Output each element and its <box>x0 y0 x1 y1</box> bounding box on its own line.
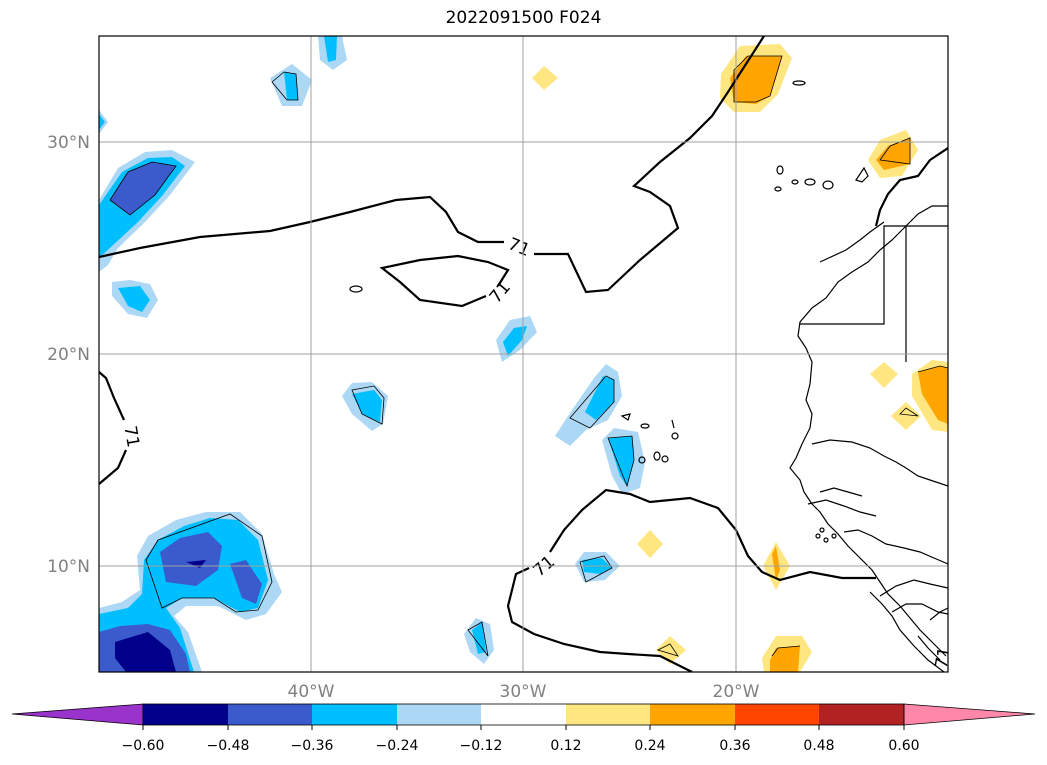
colorbar-over-extension <box>903 703 1036 726</box>
colorbar-bin-1 <box>143 704 228 725</box>
colorbar-bin-9 <box>819 704 904 725</box>
colorbar-ticks <box>142 725 905 730</box>
lat-label-10n: 10°N <box>47 557 90 577</box>
bold-contour-71 <box>99 36 948 672</box>
lat-label-30n: 30°N <box>47 133 90 153</box>
colorbar-bin-3 <box>312 704 397 725</box>
thin-contours <box>109 55 948 657</box>
colorbar-tick-label: −0.48 <box>207 738 250 754</box>
colorbar-bin-5 <box>481 704 566 725</box>
gridlines <box>99 36 948 672</box>
colorbar-bin-7 <box>650 704 735 725</box>
lon-label-40w: 40°W <box>288 682 335 702</box>
colorbar-bin-4 <box>397 704 481 725</box>
map-frame <box>98 35 949 673</box>
colorbar-tick-label: 0.60 <box>888 738 919 754</box>
senegal-border <box>811 439 948 487</box>
map-panel: 71 71 71 71 71 <box>99 36 955 672</box>
colorbar-bin-8 <box>735 704 819 725</box>
contour-label-3: 71 <box>119 424 142 449</box>
colorbar-tick-labels: −0.60 −0.48 −0.36 −0.24 −0.12 0.12 0.24 … <box>122 738 920 754</box>
colorbar: −0.60 −0.48 −0.36 −0.24 −0.12 0.12 0.24 … <box>11 703 1036 754</box>
contour-label-5: 71 <box>932 645 955 670</box>
lat-label-20n: 20°N <box>47 345 90 365</box>
map-title: 2022091500 F024 <box>445 8 602 28</box>
colorbar-tick-label: 0.36 <box>719 738 750 754</box>
colorbar-tick-label: −0.36 <box>291 738 334 754</box>
colorbar-frame <box>142 703 905 726</box>
colorbar-bin-6 <box>566 704 650 725</box>
colorbar-tick-label: 0.48 <box>803 738 834 754</box>
colorbar-tick-label: −0.60 <box>122 738 165 754</box>
colorbar-bin-2 <box>228 704 312 725</box>
colorbar-tick-label: −0.24 <box>376 738 419 754</box>
islands <box>349 80 869 543</box>
axis-labels: 30°N 20°N 10°N 40°W 30°W 20°W <box>47 133 760 702</box>
africa-coast <box>789 205 948 657</box>
coastlines <box>789 205 948 672</box>
lon-label-30w: 30°W <box>500 682 547 702</box>
colorbar-tick-label: 0.24 <box>634 738 665 754</box>
colorbar-under-extension <box>11 703 144 726</box>
colorbar-tick-label: −0.12 <box>460 738 503 754</box>
colorbar-tick-label: 0.12 <box>550 738 581 754</box>
lon-label-20w: 20°W <box>713 682 760 702</box>
